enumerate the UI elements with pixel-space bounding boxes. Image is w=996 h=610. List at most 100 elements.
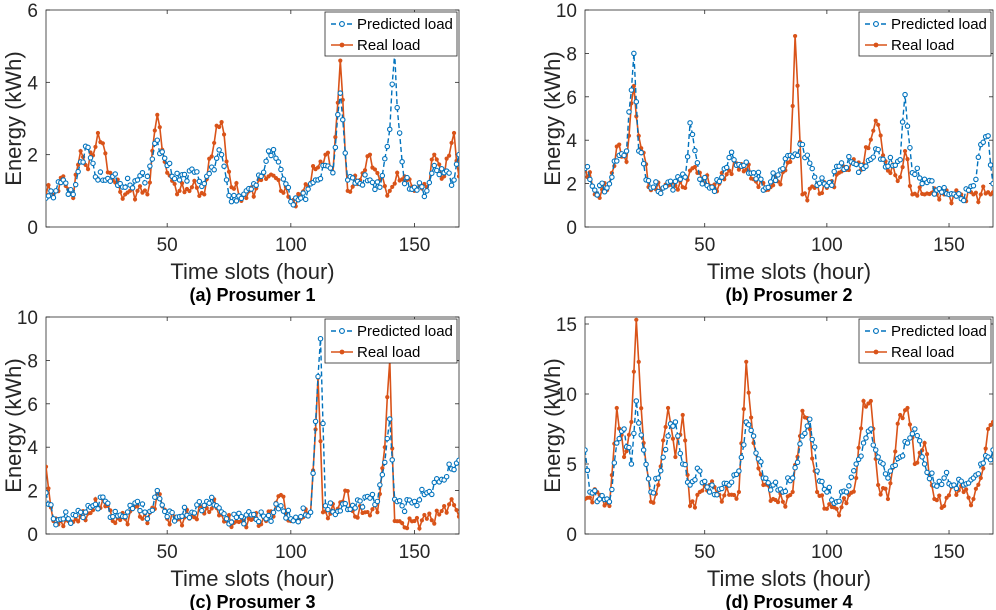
predicted-load-point	[416, 180, 423, 186]
real-load-point	[442, 503, 447, 509]
predicted-load-point	[633, 398, 640, 404]
real-load-point	[665, 405, 671, 411]
real-load-point	[276, 177, 281, 183]
predicted-load-point	[70, 191, 76, 198]
predicted-load-point	[382, 459, 388, 466]
predicted-load-point	[626, 109, 632, 115]
real-load-point	[964, 487, 969, 492]
real-load-point	[400, 177, 405, 182]
real-load-point	[968, 503, 974, 508]
real-load-point	[670, 436, 676, 441]
real-load-point	[629, 419, 634, 425]
predicted-load-point	[92, 501, 99, 508]
predicted-load-point	[419, 184, 425, 190]
real-load-point	[878, 492, 883, 497]
predicted-load-point	[719, 485, 725, 492]
predicted-load-point	[880, 461, 886, 467]
predicted-load-point	[421, 193, 428, 200]
predicted-load-point	[936, 185, 943, 192]
predicted-load-point	[72, 181, 79, 188]
series-group	[46, 335, 459, 532]
legend-box	[858, 318, 992, 364]
predicted-load-point	[745, 421, 752, 428]
predicted-load-point	[60, 516, 67, 522]
real-load-point	[734, 496, 739, 501]
predicted-load-point	[767, 487, 774, 493]
real-load-point	[827, 502, 832, 507]
real-load-point	[863, 404, 869, 409]
legend-real-marker	[873, 349, 879, 355]
predicted-load-point	[335, 111, 341, 118]
real-load-point	[46, 183, 51, 188]
predicted-load-point	[914, 432, 921, 439]
real-load-point	[95, 130, 101, 136]
real-load-point	[226, 512, 232, 518]
real-load-point	[454, 507, 459, 513]
predicted-load-point	[424, 188, 430, 194]
x-tick-label: 50	[157, 235, 178, 256]
predicted-load-point	[621, 426, 627, 432]
predicted-load-point	[164, 513, 170, 520]
real-load-point	[382, 184, 387, 189]
predicted-load-point	[142, 180, 148, 186]
predicted-load-point	[846, 153, 852, 160]
real-load-point	[367, 152, 373, 157]
predicted-load-point	[221, 163, 227, 170]
predicted-load-point	[297, 195, 304, 201]
predicted-load-point	[347, 506, 353, 513]
predicted-load-point	[82, 509, 89, 515]
predicted-load-point	[736, 468, 742, 474]
predicted-load-point	[112, 508, 118, 515]
predicted-load-point	[48, 188, 54, 194]
predicted-load-point	[275, 159, 282, 165]
predicted-load-point	[169, 509, 175, 516]
predicted-load-point	[789, 475, 796, 481]
predicted-load-point	[660, 454, 666, 461]
real-load-point	[350, 184, 355, 189]
predicted-load-point	[218, 151, 225, 158]
predicted-load-point	[372, 186, 378, 193]
predicted-load-point	[723, 164, 730, 171]
y-tick-label: 8	[566, 44, 577, 65]
real-load-point	[451, 130, 457, 136]
predicted-load-point	[604, 185, 610, 191]
real-load-point	[719, 499, 724, 504]
predicted-load-point	[657, 190, 664, 197]
predicted-load-point	[765, 184, 771, 191]
predicted-load-point	[206, 170, 212, 177]
predicted-load-point	[924, 469, 930, 476]
real-load-point	[607, 503, 612, 509]
real-load-point	[132, 197, 138, 202]
legend-predicted-marker	[873, 21, 879, 27]
predicted-load-point	[965, 187, 972, 194]
real-load-point	[888, 481, 893, 486]
predicted-load-point	[206, 500, 212, 507]
predicted-load-point	[265, 148, 272, 154]
real-load-point	[922, 440, 927, 446]
predicted-load-point	[216, 147, 222, 153]
predicted-load-point	[843, 489, 850, 495]
predicted-load-point	[687, 120, 693, 126]
predicted-load-point	[280, 508, 287, 514]
y-tick-label: 10	[556, 385, 577, 406]
predicted-load-point	[990, 180, 993, 187]
real-load-point	[207, 509, 212, 515]
real-load-point	[973, 190, 978, 195]
legend-box	[858, 11, 992, 57]
real-load-point	[814, 489, 820, 495]
real-load-point	[318, 159, 323, 164]
predicted-load-point	[934, 483, 940, 489]
real-load-point	[876, 482, 881, 488]
real-load-point	[385, 394, 390, 400]
predicted-load-point	[931, 191, 938, 197]
predicted-load-point	[263, 158, 269, 164]
real-load-point	[367, 513, 373, 518]
real-load-point	[687, 503, 693, 509]
predicted-load-point	[46, 490, 49, 496]
real-load-point	[900, 164, 905, 170]
real-load-point	[442, 174, 447, 179]
predicted-load-point	[872, 447, 879, 453]
real-load-point	[145, 521, 150, 526]
predicted-load-point	[382, 155, 388, 162]
predicted-load-point	[122, 513, 128, 520]
